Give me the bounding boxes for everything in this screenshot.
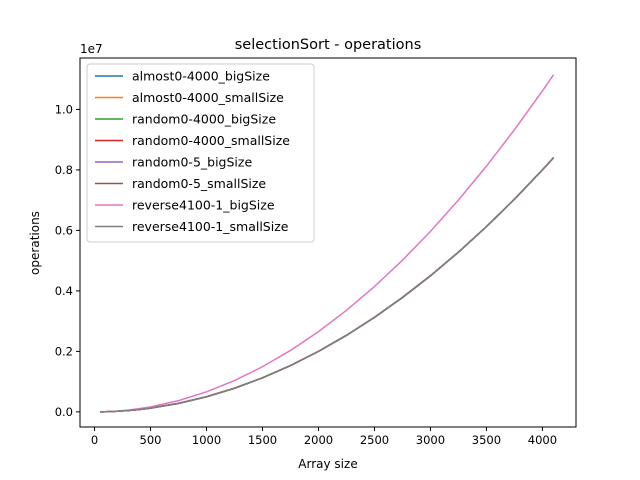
- x-tick-label: 2000: [304, 433, 333, 447]
- y-tick-label: 0.4: [55, 284, 73, 298]
- y-tick-label: 1.0: [55, 102, 73, 116]
- legend-label: almost0-4000_bigSize: [132, 69, 270, 84]
- axes-frame: [79, 57, 577, 428]
- legend-label: almost0-4000_smallSize: [132, 90, 284, 105]
- y-tick-label: 0.2: [55, 344, 73, 358]
- x-axis-label: Array size: [298, 457, 357, 471]
- x-tick-label: 500: [140, 433, 162, 447]
- y-tick-label: 0.6: [55, 223, 73, 237]
- legend-label: reverse4100-1_bigSize: [132, 198, 275, 213]
- plot-area: 0 500 1000 1500 2000 2500 3000 3500 4000 0.0 0.2 0.…: [55, 57, 577, 447]
- legend-label: random0-4000_smallSize: [132, 133, 290, 148]
- x-tick-label: 3500: [472, 433, 501, 447]
- x-tick-label: 2500: [360, 433, 389, 447]
- series-line-7: [100, 157, 555, 413]
- legend-label: random0-5_bigSize: [132, 155, 252, 170]
- chart-title: selectionSort - operations: [235, 37, 422, 53]
- y-axis-label: operations: [28, 211, 42, 275]
- y-offset-label: 1e7: [80, 42, 103, 56]
- legend-box: [86, 63, 315, 243]
- legend: almost0-4000_bigSize almost0-4000_smallSi…: [86, 63, 315, 243]
- x-tick-label: 1500: [248, 433, 277, 447]
- legend-label: random0-5_smallSize: [132, 176, 266, 191]
- x-tick-label: 4000: [528, 433, 557, 447]
- y-tick-label: 0.0: [55, 405, 73, 419]
- x-tick-label: 3000: [416, 433, 445, 447]
- legend-label: random0-4000_bigSize: [132, 112, 276, 127]
- y-tick-label: 0.8: [55, 163, 73, 177]
- legend-label: reverse4100-1_smallSize: [132, 219, 289, 234]
- x-tick-label: 0: [91, 433, 98, 447]
- x-tick-label: 1000: [192, 433, 221, 447]
